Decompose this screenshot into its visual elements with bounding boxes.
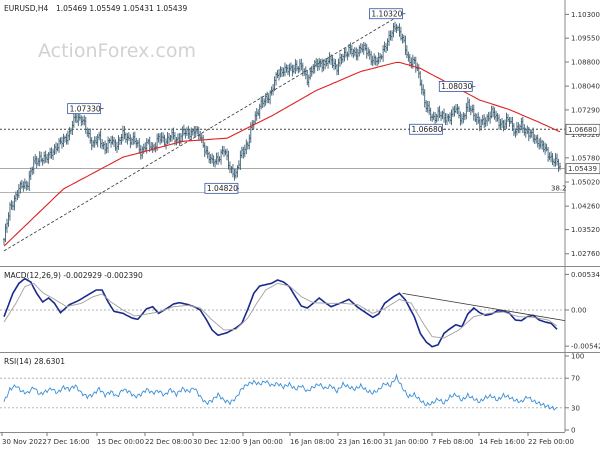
rsi-tick-label: 70 [571, 375, 580, 383]
moving-average-line [3, 61, 561, 247]
time-tick-label: 30 Nov 2022 [2, 438, 47, 446]
macd-y-ticks: 0.00534 0.00 -0.005421 [565, 271, 600, 351]
rsi-y-ticks: 100 70 30 0 [565, 353, 584, 435]
time-tick-label: 16 Jan 08:00 [290, 438, 334, 446]
time-tick-label: 31 Jan 00:00 [384, 438, 428, 446]
annotation-box [67, 103, 102, 115]
time-tick-label: 30 Dec 12:00 [193, 438, 240, 446]
fib-level-label: 38.2 [551, 184, 567, 192]
rsi-tick-label: 100 [571, 353, 584, 361]
price-trendline-group [3, 13, 403, 252]
price-tick-label: 1.08800 [571, 58, 600, 66]
rsi-line [3, 373, 558, 411]
ohlc-readout: 1.05469 1.05549 1.05431 1.05439 [56, 4, 187, 13]
price-candles [3, 21, 561, 245]
macd-tick-label: 0.00534 [571, 271, 600, 279]
macd-tick-label: -0.005421 [571, 343, 600, 351]
price-tick-label: 1.08040 [571, 83, 600, 91]
macd-title: MACD(12,26,9) -0.002929 -0.002390 [4, 271, 143, 280]
macd-trendline [402, 292, 566, 322]
level-price-label: 1.06680 [568, 126, 597, 134]
annotation-label: 1.06680 [412, 125, 443, 134]
macd-line [3, 277, 558, 348]
price-y-ticks: 1.10300 1.09550 1.08800 1.08040 1.07290 1.065… [565, 11, 600, 258]
rsi-tick-label: 30 [571, 404, 580, 412]
annotation-label: 1.08030 [441, 82, 472, 91]
time-tick-label: 22 Feb 00:00 [528, 438, 574, 446]
macd-panel: MACD(12,26,9) -0.002929 -0.002390 0.0053… [0, 267, 600, 352]
annotation-label: 1.04820 [207, 184, 238, 193]
price-trendline [3, 13, 403, 252]
rsi-tick-label: 0 [571, 427, 575, 435]
annotation-label: 1.07330 [70, 104, 101, 113]
price-tick-label: 1.05780 [571, 154, 600, 162]
time-tick-label: 14 Feb 16:00 [479, 438, 525, 446]
annotation-label: 1.10320 [371, 9, 402, 18]
price-tick-label: 1.07290 [571, 106, 600, 114]
level-price-box [565, 123, 600, 135]
macd-signal-line [3, 282, 558, 339]
watermark: ActionForex.com [38, 40, 196, 62]
symbol-label: EURUSD,H4 [4, 4, 48, 13]
time-tick-label: 7 Dec 16:00 [47, 438, 90, 446]
annotation-box [204, 182, 239, 194]
annotation-box [369, 8, 403, 20]
rsi-title: RSI(14) 28.6301 [4, 357, 65, 366]
annotation-box [438, 81, 473, 92]
price-panel: ActionForex.com EURUSD,H4 1.05469 1.0554… [0, 0, 600, 266]
macd-lines [0, 277, 566, 348]
price-tick-label: 1.10300 [571, 11, 600, 19]
time-tick-label: 15 Dec 00:00 [97, 438, 144, 446]
moving-average-group [3, 61, 561, 247]
price-panel-bg [0, 0, 600, 266]
time-tick-label: 9 Jan 00:00 [243, 438, 283, 446]
time-tick-label: 22 Dec 08:00 [145, 438, 192, 446]
annotation-box [409, 123, 443, 135]
price-tick-label: 1.06520 [571, 131, 600, 139]
time-tick-label: 7 Feb 08:00 [432, 438, 473, 446]
price-tick-label: 1.09550 [571, 35, 600, 43]
price-tick-label: 1.02760 [571, 250, 600, 258]
price-tick-label: 1.05020 [571, 178, 600, 186]
rsi-panel: RSI(14) 28.6301 100 70 30 0 [0, 353, 584, 435]
price-annotations: 1.07330 1.04820 1.10320 1.06680 1.08030 [67, 8, 476, 194]
rsi-lines [0, 373, 565, 411]
current-price-label: 1.05439 [568, 165, 597, 173]
time-tick-label: 23 Jan 16:00 [338, 438, 382, 446]
current-price-box [565, 163, 600, 175]
time-x-ticks: 30 Nov 2022 7 Dec 16:00 15 Dec 00:00 22 Dec… [1, 432, 574, 446]
price-levels: 1.06680 38.2 1.05439 [0, 123, 600, 193]
macd-tick-label: 0.00 [571, 307, 587, 315]
price-tick-label: 1.03520 [571, 226, 600, 234]
price-tick-label: 1.04260 [571, 203, 600, 211]
